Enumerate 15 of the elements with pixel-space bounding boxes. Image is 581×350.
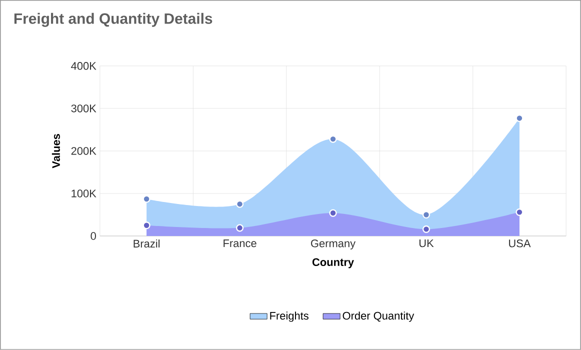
y-tick-label: 100K xyxy=(72,190,96,198)
legend-label: Order Quantity xyxy=(342,312,414,322)
legend-label: Freights xyxy=(270,312,308,322)
y-tick-label: 300K xyxy=(71,104,96,112)
x-tick-label: France xyxy=(224,240,256,248)
x-tick-label: Germany xyxy=(311,240,356,250)
x-tick-label: UK xyxy=(419,240,434,248)
x-tick-label: USA xyxy=(509,240,531,248)
y-tick-label: 0 xyxy=(90,232,96,240)
y-tick-label: 200K xyxy=(71,147,96,155)
y-axis-title: Values xyxy=(52,134,60,168)
x-axis-title: Country xyxy=(312,258,354,268)
y-tick-label: 400K xyxy=(71,62,96,70)
chart-title: Freight and Quantity Details xyxy=(14,12,212,27)
x-tick-label: Brazil xyxy=(134,240,160,248)
